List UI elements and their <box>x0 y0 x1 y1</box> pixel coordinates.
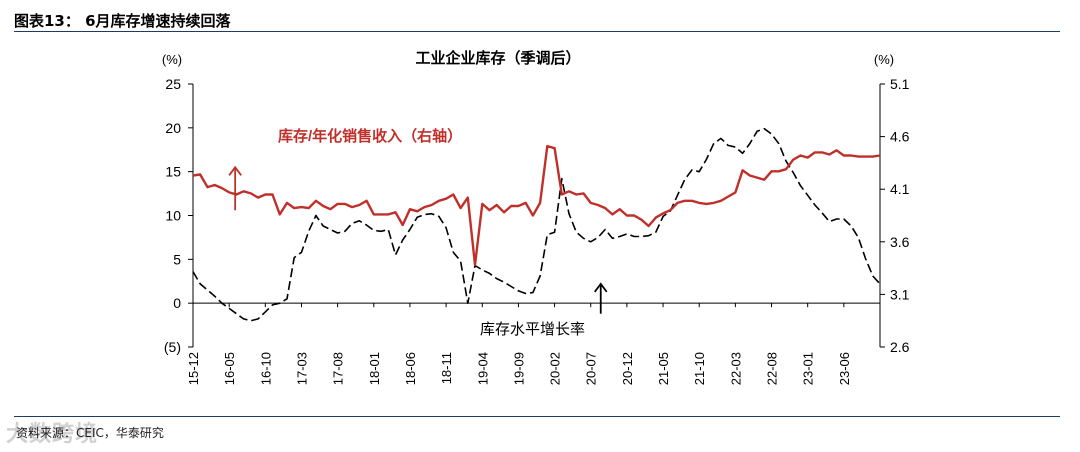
right-tick-label: 4.6 <box>890 129 910 145</box>
chart-labels: 库存/年化销售收入（右轴） 库存水平增长率 <box>278 127 585 338</box>
x-tick-label: 18-01 <box>367 352 382 385</box>
left-tick-label: 20 <box>165 120 181 136</box>
x-tick-label: 15-12 <box>186 352 201 385</box>
x-tick-label: 23-01 <box>801 352 816 385</box>
left-tick-label: (5) <box>164 339 181 355</box>
left-tick-label: 15 <box>165 164 181 180</box>
left-axis-unit: (%) <box>162 52 182 67</box>
x-tick-label: 16-10 <box>258 352 273 385</box>
x-tick-label: 20-02 <box>548 352 563 385</box>
growth-arrow <box>595 284 607 314</box>
x-tick-label: 20-07 <box>584 352 599 385</box>
x-tick-label: 17-03 <box>294 352 309 385</box>
growth-series-label: 库存水平增长率 <box>480 321 585 338</box>
ratio-arrow <box>229 167 241 210</box>
x-tick-label: 21-05 <box>656 352 671 385</box>
right-tick-label: 2.6 <box>890 339 910 355</box>
chart-axes: 25 20 15 10 5 0 (5) 5.1 4.6 4.1 3.6 3.1 2.6 15-12 16-0… <box>164 76 910 385</box>
right-tick-label: 4.1 <box>890 181 910 197</box>
bottom-rule <box>14 416 1060 417</box>
series-line-ratio <box>193 146 880 265</box>
x-tick-label: 20-12 <box>620 352 635 385</box>
ratio-series-label: 库存/年化销售收入（右轴） <box>278 127 462 145</box>
x-tick-label: 22-03 <box>728 352 743 385</box>
left-tick-label: 25 <box>165 76 181 92</box>
x-tick-label: 18-11 <box>439 352 454 384</box>
chart-title: 工业企业库存（季调后） <box>415 49 580 67</box>
x-tick-label: 21-10 <box>692 352 707 385</box>
right-tick-label: 3.1 <box>890 286 910 302</box>
source-note: 资料来源：CEIC，华泰研究 <box>16 424 164 441</box>
x-tick-label: 23-06 <box>837 352 852 385</box>
series-line-growth <box>193 129 880 321</box>
x-tick-label: 17-08 <box>331 352 346 385</box>
x-tick-label: 16-05 <box>222 352 237 385</box>
x-tick-label: 22-08 <box>765 352 780 385</box>
left-tick-label: 0 <box>173 295 181 311</box>
x-tick-label: 18-06 <box>403 352 418 385</box>
left-tick-label: 5 <box>173 251 181 267</box>
left-tick-label: 10 <box>165 208 181 224</box>
x-tick-label: 19-09 <box>511 352 526 385</box>
x-tick-label: 19-04 <box>475 352 490 385</box>
chart-series <box>193 129 880 321</box>
right-axis-unit: (%) <box>874 52 894 67</box>
right-tick-label: 3.6 <box>890 234 910 250</box>
right-tick-label: 5.1 <box>890 76 910 92</box>
chart-canvas: 工业企业库存（季调后） (%) (%) 25 20 15 10 5 0 (5) 5.1 4.6 4… <box>0 0 1080 416</box>
